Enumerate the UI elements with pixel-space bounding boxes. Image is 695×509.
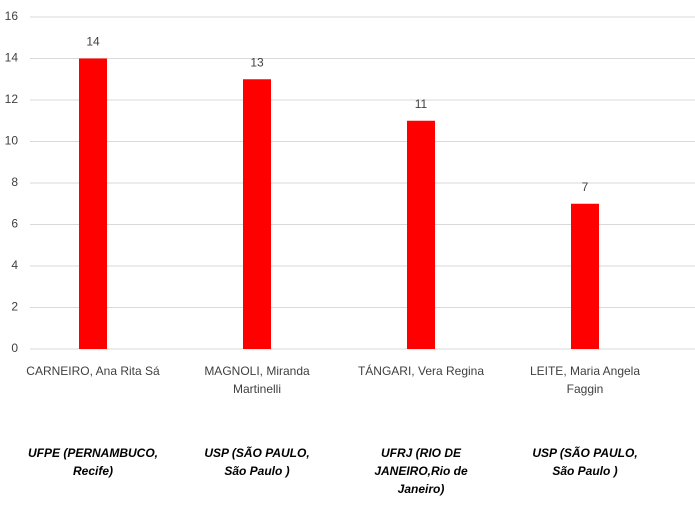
y-tick-label: 0 (11, 341, 18, 355)
data-label: 14 (86, 35, 100, 49)
data-label: 7 (582, 180, 589, 194)
x-tick-label: CARNEIRO, Ana Rita Sá (26, 364, 160, 378)
bar (571, 203, 599, 349)
x-tick-label: MAGNOLI, Miranda Martinelli (204, 364, 310, 396)
bar (243, 79, 271, 349)
bar (407, 120, 435, 349)
x-tick-label: LEITE, Maria Angela Faggin (529, 364, 641, 396)
institution-label: UFPE (PERNAMBUCO, Recife) (28, 446, 159, 478)
y-tick-label: 12 (5, 92, 19, 106)
x-tick-label: TÁNGARI, Vera Regina (357, 364, 485, 378)
y-tick-label: 2 (11, 300, 18, 314)
y-tick-label: 16 (5, 9, 19, 23)
bar (79, 58, 107, 349)
y-tick-label: 8 (11, 175, 18, 189)
institution-label: UFRJ (RIO DE JANEIRO,Rio de Janeiro) (374, 446, 468, 496)
y-tick-label: 10 (5, 134, 19, 148)
institution-label: USP (SÃO PAULO, São Paulo ) (532, 446, 638, 478)
institution-label: USP (SÃO PAULO, São Paulo ) (204, 446, 310, 478)
data-label: 13 (250, 55, 264, 69)
y-tick-label: 4 (11, 258, 18, 272)
data-label: 11 (415, 97, 428, 111)
y-tick-label: 6 (11, 217, 18, 231)
y-tick-label: 14 (5, 51, 19, 65)
